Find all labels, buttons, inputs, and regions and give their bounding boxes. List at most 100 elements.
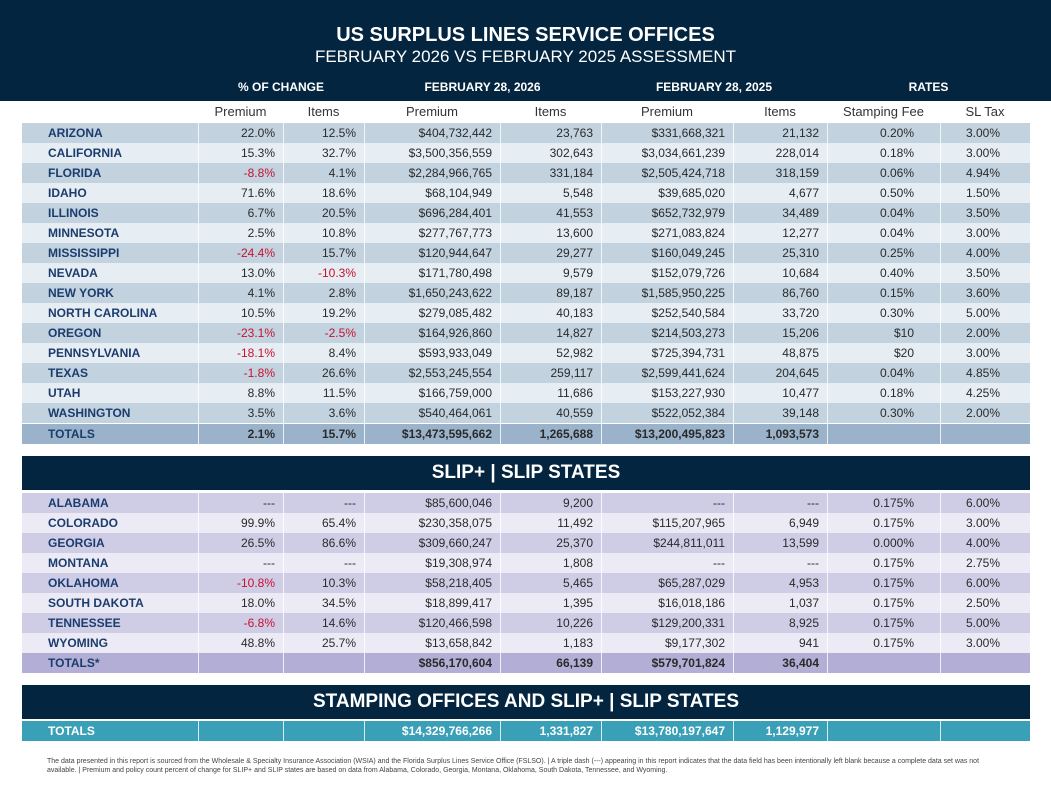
cell-state: ILLINOIS: [48, 206, 99, 220]
cell-state: COLORADO: [48, 516, 118, 530]
cell-sl-tax: 4.85%: [940, 363, 1030, 383]
cell-premium-2025: $214,503,273: [601, 323, 733, 343]
group-2025: FEBRUARY 28, 2025: [655, 80, 773, 94]
subheader-sl-tax: SL Tax: [965, 104, 1005, 119]
totals-cell: 1,129,977: [733, 721, 827, 741]
cell-items-change: ---: [283, 553, 364, 573]
cell-stamping-fee: $20: [827, 343, 940, 363]
cell-items-change: -2.5%: [283, 323, 364, 343]
cell-state: FLORIDA: [48, 166, 102, 180]
cell-items-2026: 23,763: [500, 123, 601, 143]
cell-stamping-fee: 0.06%: [827, 163, 940, 183]
cell-stamping-fee: 0.20%: [827, 123, 940, 143]
cell-items-change: 2.8%: [283, 283, 364, 303]
cell-state: MONTANA: [48, 556, 109, 570]
cell-sl-tax: 3.50%: [940, 203, 1030, 223]
totals-cell: 1,331,827: [500, 721, 601, 741]
cell-premium-2025: $65,287,029: [601, 573, 733, 593]
cell-premium-2026: $3,500,356,559: [364, 143, 500, 163]
cell-premium-2025: $2,505,424,718: [601, 163, 733, 183]
cell-sl-tax: 3.00%: [940, 343, 1030, 363]
totals-cell: [198, 721, 283, 741]
cell-sl-tax: 2.75%: [940, 553, 1030, 573]
cell-premium-2025: $1,585,950,225: [601, 283, 733, 303]
cell-items-2026: 5,548: [500, 183, 601, 203]
cell-items-2026: 29,277: [500, 243, 601, 263]
totals-cell: [198, 653, 283, 673]
subheader-premium-2025: Premium: [640, 104, 693, 119]
cell-sl-tax: 4.00%: [940, 243, 1030, 263]
cell-premium-2026: $18,899,417: [364, 593, 500, 613]
cell-items-change: ---: [283, 493, 364, 513]
cell-premium-2025: $522,052,384: [601, 403, 733, 423]
cell-stamping-fee: 0.175%: [827, 493, 940, 513]
cell-premium-2025: $9,177,302: [601, 633, 733, 653]
totals-cell: $13,780,197,647: [601, 721, 733, 741]
cell-premium-2025: $252,540,584: [601, 303, 733, 323]
cell-stamping-fee: 0.18%: [827, 383, 940, 403]
slip-states-table: ALABAMA --- --- $85,600,046 9,200 --- --- 0.175…: [22, 493, 1030, 673]
cell-premium-2025: $115,207,965: [601, 513, 733, 533]
cell-state: CALIFORNIA: [48, 146, 122, 160]
table-row: NEW YORK 4.1% 2.8% $1,650,243,622 89,187 $1,5…: [22, 283, 1030, 303]
cell-items-change: 3.6%: [283, 403, 364, 423]
cell-state: MINNESOTA: [48, 226, 120, 240]
totals-cell: 1,093,573: [733, 424, 827, 444]
totals-row: TOTALS* $856,170,604 66,139 $579,701,824 36,…: [22, 653, 1030, 673]
combined-totals-table: TOTALS $14,329,766,266 1,331,827 $13,780,19…: [22, 721, 1030, 741]
cell-state: IDAHO: [48, 186, 87, 200]
cell-premium-change: -24.4%: [198, 243, 283, 263]
cell-state: TENNESSEE: [48, 616, 121, 630]
cell-items-change: 10.3%: [283, 573, 364, 593]
totals-cell: [827, 721, 940, 741]
table-row: ALABAMA --- --- $85,600,046 9,200 --- --- 0.175…: [22, 493, 1030, 513]
table-row: NORTH CAROLINA 10.5% 19.2% $279,085,482 40,1…: [22, 303, 1030, 323]
cell-stamping-fee: $10: [827, 323, 940, 343]
cell-premium-change: 3.5%: [198, 403, 283, 423]
cell-stamping-fee: 0.18%: [827, 143, 940, 163]
table-row: UTAH 8.8% 11.5% $166,759,000 11,686 $153,227,…: [22, 383, 1030, 403]
cell-premium-change: 71.6%: [198, 183, 283, 203]
cell-premium-2025: $725,394,731: [601, 343, 733, 363]
cell-items-2026: 9,200: [500, 493, 601, 513]
cell-items-2026: 89,187: [500, 283, 601, 303]
cell-stamping-fee: 0.30%: [827, 403, 940, 423]
cell-premium-2026: $68,104,949: [364, 183, 500, 203]
cell-items-2026: 40,559: [500, 403, 601, 423]
cell-stamping-fee: 0.175%: [827, 593, 940, 613]
subheader-items-2025: Items: [764, 104, 796, 119]
cell-items-2025: 228,014: [733, 143, 827, 163]
cell-items-2025: 33,720: [733, 303, 827, 323]
cell-items-2025: 4,677: [733, 183, 827, 203]
cell-sl-tax: 2.00%: [940, 403, 1030, 423]
totals-cell: [283, 721, 364, 741]
cell-items-2025: 8,925: [733, 613, 827, 633]
cell-stamping-fee: 0.40%: [827, 263, 940, 283]
cell-sl-tax: 2.50%: [940, 593, 1030, 613]
totals-cell: TOTALS*: [48, 656, 100, 670]
cell-items-2026: 14,827: [500, 323, 601, 343]
cell-items-2026: 259,117: [500, 363, 601, 383]
cell-premium-change: 15.3%: [198, 143, 283, 163]
cell-items-change: 20.5%: [283, 203, 364, 223]
cell-premium-2026: $540,464,061: [364, 403, 500, 423]
cell-premium-change: 8.8%: [198, 383, 283, 403]
table-row: TENNESSEE -6.8% 14.6% $120,466,598 10,226 $12…: [22, 613, 1030, 633]
group-pct-change: % OF CHANGE: [237, 80, 324, 94]
cell-items-2025: 25,310: [733, 243, 827, 263]
cell-items-2025: ---: [733, 493, 827, 513]
totals-cell: $579,701,824: [601, 653, 733, 673]
cell-sl-tax: 3.00%: [940, 123, 1030, 143]
cell-premium-change: ---: [198, 493, 283, 513]
cell-sl-tax: 4.00%: [940, 533, 1030, 553]
cell-premium-2026: $19,308,974: [364, 553, 500, 573]
cell-stamping-fee: 0.04%: [827, 363, 940, 383]
cell-items-2025: 318,159: [733, 163, 827, 183]
cell-premium-change: 48.8%: [198, 633, 283, 653]
cell-premium-change: 2.5%: [198, 223, 283, 243]
table-row: CALIFORNIA 15.3% 32.7% $3,500,356,559 302,64…: [22, 143, 1030, 163]
cell-state: WASHINGTON: [48, 406, 131, 420]
table-row: SOUTH DAKOTA 18.0% 34.5% $18,899,417 1,395 $1…: [22, 593, 1030, 613]
cell-stamping-fee: 0.30%: [827, 303, 940, 323]
cell-state: TEXAS: [48, 366, 89, 380]
